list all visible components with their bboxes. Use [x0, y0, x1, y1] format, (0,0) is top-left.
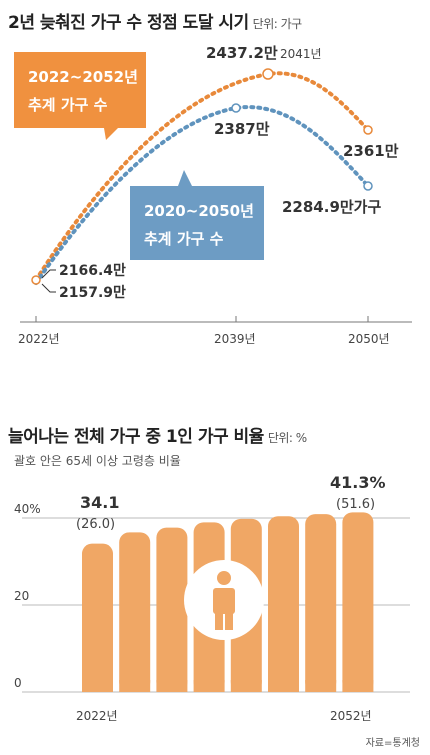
bar-base-6 — [305, 680, 337, 692]
y-tick-label-40: 40% — [14, 502, 41, 516]
chart1-title: 2년 늦춰진 가구 수 정점 도달 시기 단위: 가구 — [8, 8, 302, 33]
y-tick-label-0: 0 — [14, 676, 22, 690]
bar-first-paren: (26.0) — [76, 517, 115, 532]
bar-last-value: 41.3% — [330, 473, 386, 492]
source-credit: 자료=통계청 — [365, 738, 420, 749]
start-label-connector — [41, 269, 56, 279]
orange-series-box — [14, 52, 146, 140]
bar-base-2 — [156, 680, 188, 692]
blue-series-name-line1: 2020~2050년 — [144, 202, 254, 220]
bar-1 — [119, 532, 151, 692]
peak-year-label: 2041년 — [280, 47, 322, 61]
bar-chart: 40% 20 0 34.1 (26.0) 41.3% (51.6) 2022년 20… — [14, 473, 410, 723]
orange-point-end — [363, 125, 373, 135]
person-icon — [184, 560, 264, 640]
line-chart: 2022년 2039년 2050년 2166.4만 2157.9만 2437.2… — [14, 44, 412, 346]
orange-series-name-line1: 2022~2052년 — [28, 68, 138, 86]
bar-5 — [268, 516, 299, 692]
orange-point-peak — [262, 68, 274, 80]
orange-series-line — [34, 71, 370, 282]
chart2-subtitle: 괄호 안은 65세 이상 고령층 비율 — [14, 454, 181, 468]
chart1-x-label-2022: 2022년 — [18, 332, 60, 346]
chart2-x-label-first: 2022년 — [76, 709, 118, 723]
blue-point-peak — [231, 103, 241, 113]
blue-label-peak: 2387만 — [214, 120, 270, 138]
orange-label-peak: 2437.2만 — [206, 44, 278, 62]
blue-label-end: 2284.9만가구 — [282, 198, 381, 216]
start-label-connector-2 — [41, 283, 56, 293]
chart1-x-label-2050: 2050년 — [348, 332, 390, 346]
bar-7 — [342, 512, 374, 692]
bar-first-value: 34.1 — [80, 493, 119, 512]
orange-series-name-line2: 추계 가구 수 — [28, 96, 108, 114]
chart2-title: 늘어나는 전체 가구 중 1인 가구 비율 단위: % — [8, 422, 307, 447]
bar-base-3 — [193, 680, 225, 692]
chart1-title-text: 2년 늦춰진 가구 수 정점 도달 시기 — [8, 13, 249, 33]
orange-point-start — [31, 275, 41, 285]
chart1-unit: 단위: 가구 — [252, 17, 303, 31]
blue-label-start: 2157.9만 — [59, 285, 126, 301]
blue-point-end — [363, 181, 373, 191]
chart1-x-label-2039: 2039년 — [214, 332, 256, 346]
bar-6 — [305, 514, 337, 692]
orange-label-start: 2166.4만 — [59, 263, 126, 279]
blue-series-box — [130, 170, 264, 260]
y-tick-label-20: 20 — [14, 589, 29, 603]
bar-base-7 — [342, 680, 374, 692]
blue-series-line — [34, 105, 370, 285]
bar-base-0 — [82, 680, 113, 692]
bar-base-5 — [268, 680, 299, 692]
bar-last-paren: (51.6) — [336, 497, 375, 512]
bar-base-4 — [230, 680, 262, 692]
blue-series-name-line2: 추계 가구 수 — [144, 230, 224, 248]
bar-0 — [82, 543, 113, 692]
bar-base-1 — [119, 680, 151, 692]
chart2-unit: 단위: % — [267, 431, 307, 445]
orange-label-end: 2361만 — [343, 142, 399, 160]
bar-2 — [156, 527, 188, 692]
chart2-x-label-last: 2052년 — [330, 709, 372, 723]
chart2-title-text: 늘어나는 전체 가구 중 1인 가구 비율 — [8, 427, 264, 447]
